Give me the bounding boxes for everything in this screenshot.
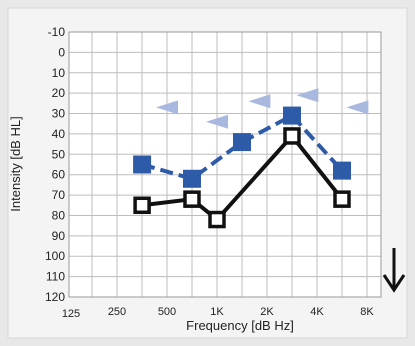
data-point-left-triangle: [346, 100, 369, 115]
data-point-filled-square: [133, 155, 152, 174]
y-tick-label: 60: [52, 168, 66, 182]
y-tick-label: 80: [52, 208, 66, 222]
x-tick-label: 2K: [260, 306, 274, 318]
y-tick-label: 10: [52, 66, 66, 80]
x-tick-label: 1K: [210, 306, 224, 318]
y-tick-label: 110: [46, 270, 65, 284]
data-point-left-triangle: [206, 114, 228, 129]
data-point-open-square: [208, 210, 226, 229]
series-line-1: [141, 113, 344, 181]
y-axis-label: Intensity [dB HL]: [8, 116, 23, 211]
y-tick-label: 70: [52, 188, 66, 202]
x-axis-label: Frequency [dB Hz]: [186, 318, 294, 333]
data-point-open-square: [183, 190, 201, 208]
data-point-left-triangle: [248, 94, 271, 109]
data-point-open-square: [333, 190, 351, 208]
data-point-filled-square: [182, 169, 201, 188]
data-point-filled-square: [333, 161, 352, 180]
y-tick-label: 0: [58, 45, 65, 59]
data-point-filled-square: [232, 133, 251, 152]
y-tick-label: 120: [45, 290, 65, 304]
y-tick-label: -10: [48, 25, 66, 39]
x-tick-label: 8K: [360, 306, 374, 318]
y-tick-label: 40: [52, 127, 66, 141]
x-tick-label: 250: [108, 306, 126, 318]
data-point-open-square: [283, 127, 301, 145]
y-tick-labels: -10 0 10 20 30 40 50 60 70 80 90 100 110 120: [45, 25, 65, 304]
data-point-filled-square: [282, 106, 301, 125]
data-point-left-triangle: [156, 100, 178, 115]
down-arrow-icon: [382, 248, 406, 293]
x-tick-label: 4K: [310, 306, 324, 318]
data-point-left-triangle: [296, 88, 319, 103]
plot-border: [68, 31, 382, 298]
data-point-open-square: [133, 196, 151, 215]
x-tick-labels: 125 250 500 1K 2K 4K 8K: [62, 306, 375, 320]
x-tick-label: 125: [62, 308, 80, 320]
x-tick-label: 500: [158, 306, 176, 318]
y-tick-label: 20: [52, 86, 66, 100]
y-tick-label: 50: [52, 147, 66, 161]
series-layer: [133, 88, 369, 229]
plot-area: [69, 32, 381, 297]
y-tick-label: 30: [52, 107, 66, 121]
y-tick-label: 90: [52, 229, 66, 243]
y-tick-label: 100: [45, 249, 65, 263]
